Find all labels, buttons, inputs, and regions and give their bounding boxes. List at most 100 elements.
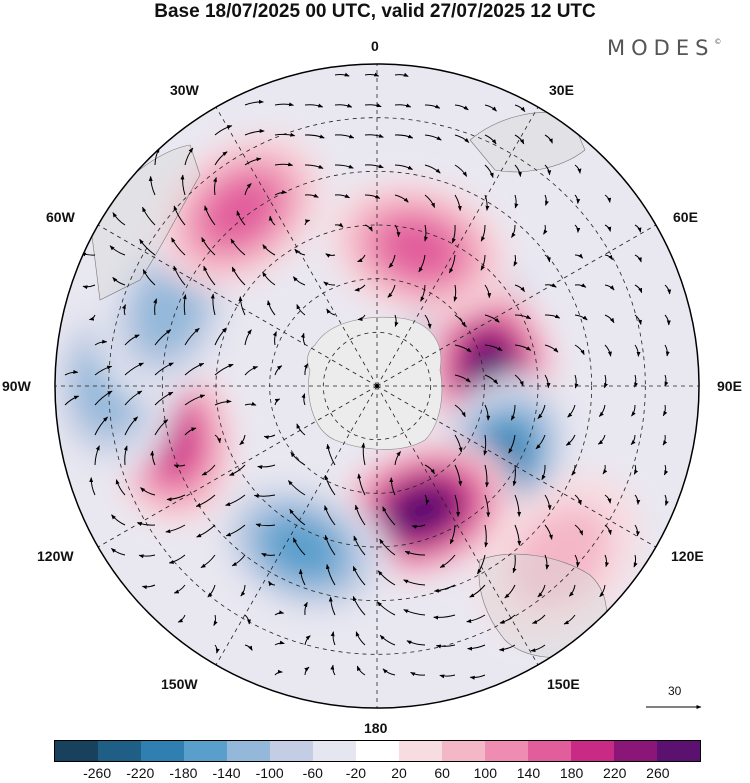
wind-vector bbox=[574, 314, 588, 321]
wind-vector bbox=[262, 244, 276, 256]
colorbar-segment bbox=[442, 741, 485, 761]
wind-vector bbox=[514, 194, 519, 209]
wind-vector bbox=[244, 329, 252, 346]
colorbar-tick-label: 220 bbox=[603, 765, 627, 781]
wind-vector bbox=[304, 134, 325, 139]
wind-vector bbox=[274, 398, 281, 406]
wind-vector bbox=[382, 506, 396, 526]
wind-vector bbox=[184, 394, 206, 406]
wind-vector bbox=[513, 254, 518, 267]
wind-vector bbox=[214, 644, 220, 654]
wind-vector bbox=[268, 580, 276, 587]
wind-vector bbox=[537, 584, 546, 598]
wind-vector bbox=[508, 434, 516, 454]
wind-vector bbox=[439, 554, 456, 568]
wind-vector bbox=[634, 524, 641, 537]
wind-vector bbox=[304, 193, 319, 198]
reference-vector-arrow bbox=[646, 705, 702, 709]
wind-vector bbox=[567, 404, 576, 418]
wind-vector bbox=[274, 640, 285, 646]
wind-vector bbox=[94, 339, 108, 346]
wind-vector bbox=[148, 175, 156, 196]
colorbar-segment bbox=[571, 741, 614, 761]
wind-vector bbox=[153, 298, 157, 316]
wind-vector bbox=[173, 205, 186, 226]
wind-vector bbox=[454, 134, 470, 143]
wind-vector bbox=[514, 104, 526, 112]
wind-vector bbox=[207, 584, 216, 598]
wind-vector bbox=[531, 614, 546, 624]
wind-vector bbox=[214, 151, 228, 166]
wind-vector bbox=[177, 614, 186, 623]
label-0: 0 bbox=[371, 38, 379, 54]
wind-vector bbox=[244, 157, 262, 166]
colorbar-tick-label: -220 bbox=[126, 765, 155, 781]
wind-vector bbox=[356, 665, 366, 676]
wind-vector bbox=[544, 254, 551, 263]
wind-vector bbox=[115, 479, 126, 496]
anomaly-contour bbox=[264, 518, 339, 579]
wind-vector bbox=[410, 671, 426, 677]
wind-vector bbox=[124, 334, 140, 346]
wind-vector bbox=[334, 222, 344, 228]
wind-vector bbox=[89, 477, 96, 496]
wind-vector bbox=[574, 194, 581, 204]
wind-vector bbox=[433, 614, 456, 620]
wind-vector bbox=[288, 480, 306, 496]
wind-vector bbox=[377, 601, 396, 616]
wind-vector bbox=[111, 514, 126, 526]
wind-vector bbox=[598, 404, 606, 417]
wind-vector bbox=[574, 374, 579, 389]
wind-vector bbox=[303, 601, 308, 616]
wind-vector bbox=[64, 369, 79, 376]
meridian bbox=[376, 385, 657, 548]
wind-vector bbox=[604, 494, 612, 504]
wind-vector bbox=[326, 308, 336, 316]
reference-vector-label: 30 bbox=[668, 684, 682, 698]
colorbar-tick-label: -260 bbox=[83, 765, 112, 781]
wind-vector bbox=[484, 404, 491, 421]
wind-vector bbox=[512, 554, 517, 574]
wind-vector bbox=[236, 210, 246, 226]
wind-vector bbox=[165, 524, 186, 534]
wind-vector bbox=[514, 374, 524, 387]
wind-vector bbox=[257, 464, 276, 470]
colorbar-tick-label: -180 bbox=[169, 765, 198, 781]
wind-vector bbox=[214, 434, 222, 444]
colorbar-ticks: -260 -220 -180 -140 -100 -60 -20 20 60 100 140 180 2… bbox=[54, 765, 701, 783]
map-border bbox=[54, 63, 700, 709]
wind-vector bbox=[357, 473, 366, 496]
wind-vector bbox=[274, 610, 285, 616]
wind-vector bbox=[424, 224, 428, 242]
wind-vector bbox=[112, 212, 126, 226]
wind-vector bbox=[597, 434, 606, 445]
wind-vector bbox=[449, 524, 456, 545]
colorbar-segment bbox=[141, 741, 184, 761]
wind-vector bbox=[214, 363, 234, 376]
wind-vector bbox=[111, 548, 126, 556]
wind-vector bbox=[353, 535, 366, 556]
colorbar-segment bbox=[657, 741, 700, 761]
wind-vector bbox=[499, 614, 516, 624]
anomaly-contour bbox=[392, 487, 453, 534]
wind-vector bbox=[154, 362, 174, 376]
wind-vector bbox=[634, 284, 643, 294]
wind-vector bbox=[272, 331, 277, 346]
wind-vector bbox=[394, 451, 401, 466]
wind-vector bbox=[604, 374, 608, 389]
wind-vector bbox=[244, 129, 265, 136]
wind-vector bbox=[543, 224, 548, 235]
wind-vector bbox=[574, 524, 583, 536]
colorbar-segment bbox=[55, 741, 98, 761]
wind-vector bbox=[394, 314, 399, 327]
wind-vector bbox=[514, 314, 532, 320]
wind-vector bbox=[514, 284, 526, 293]
wind-vector bbox=[231, 266, 246, 286]
wind-vector bbox=[604, 524, 612, 535]
colorbar-segment bbox=[614, 741, 657, 761]
wind-vector bbox=[150, 450, 156, 466]
colorbar-segment bbox=[485, 741, 528, 761]
wind-vector bbox=[535, 434, 546, 450]
wind-vector bbox=[355, 631, 366, 646]
label-60w: 60W bbox=[46, 209, 75, 225]
